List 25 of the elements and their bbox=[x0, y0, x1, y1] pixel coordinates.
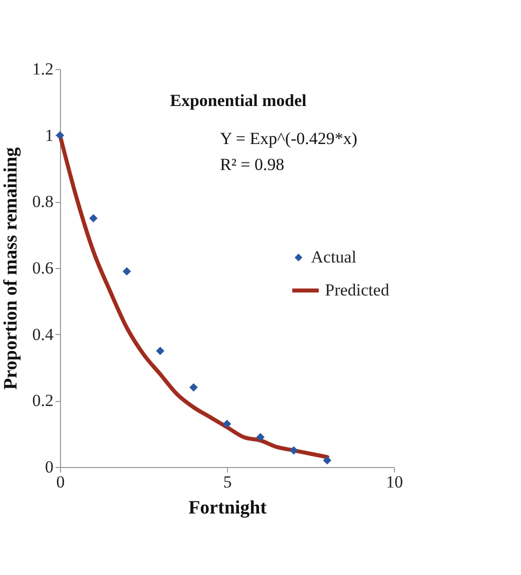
y-tick-label: 0.8 bbox=[32, 192, 54, 212]
x-tick-label: 10 bbox=[386, 472, 403, 492]
point bbox=[290, 446, 298, 455]
annotation: R² = 0.98 bbox=[220, 155, 284, 174]
point bbox=[122, 267, 131, 276]
x-axis-title: Fortnight bbox=[188, 498, 268, 518]
y-tick-label: 0.2 bbox=[32, 391, 54, 410]
point bbox=[256, 432, 265, 442]
legend-label: Predicted bbox=[325, 280, 390, 300]
y-tick-label: 1.2 bbox=[32, 60, 54, 78]
y-tick-label: 0.4 bbox=[32, 324, 54, 344]
y-axis-title: Proportion of mass remaining bbox=[0, 146, 22, 390]
y-tick-label: 0 bbox=[45, 458, 54, 476]
y-tick-label: 0.6 bbox=[32, 258, 54, 278]
y-tick-label: 1 bbox=[45, 126, 54, 145]
annotation: Y = Exp^(-0.429*x) bbox=[220, 129, 358, 148]
point bbox=[222, 420, 232, 428]
point bbox=[156, 346, 164, 356]
point bbox=[323, 456, 332, 465]
point bbox=[56, 131, 64, 140]
point bbox=[89, 214, 98, 222]
point bbox=[189, 383, 198, 392]
x-tick-label: 5 bbox=[223, 472, 232, 492]
legend-label: Actual bbox=[311, 248, 357, 266]
annotation: Exponential model bbox=[170, 91, 307, 110]
